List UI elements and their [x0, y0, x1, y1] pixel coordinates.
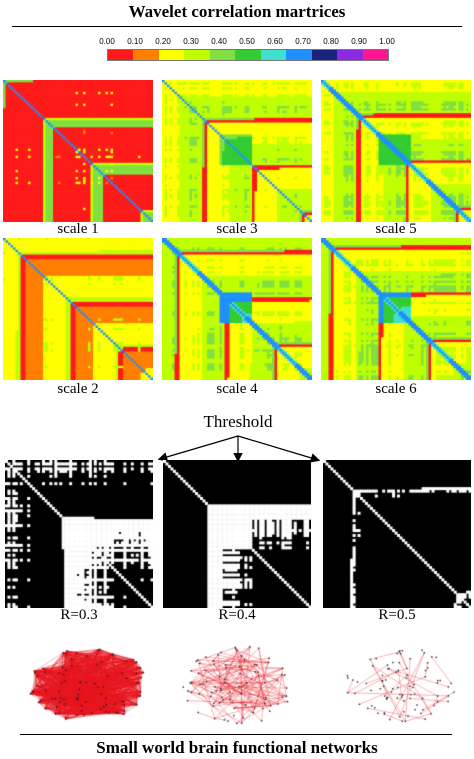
matrix-caption: scale 3	[216, 221, 258, 237]
correlation-matrix-scale-3	[162, 80, 312, 222]
network-graph-r04	[168, 640, 308, 730]
binary-matrix-r05	[323, 460, 471, 608]
colorbar-tick: 0.60	[267, 37, 283, 46]
correlation-matrix-scale-1	[3, 80, 153, 222]
matrix-caption: scale 4	[216, 381, 258, 397]
correlation-matrix-scale-2	[3, 238, 153, 380]
binary-matrix-r03	[5, 460, 153, 608]
matrix-caption: scale 2	[57, 381, 99, 397]
arrow-left	[157, 435, 239, 462]
threshold-r-label: R=0.5	[378, 607, 416, 623]
matrix-caption: scale 5	[375, 221, 417, 237]
correlation-matrix-scale-6	[321, 238, 471, 380]
network-graph-r03	[18, 640, 158, 730]
threshold-arrows	[157, 435, 321, 463]
figure-title: Wavelet correlation martrices	[128, 2, 346, 21]
colorbar-tick: 0.40	[211, 37, 227, 46]
colorbar-tick: 0.70	[295, 37, 311, 46]
matrix-caption: scale 6	[375, 381, 417, 397]
matrix-caption: scale 1	[57, 221, 99, 237]
threshold-r-label: R=0.3	[60, 607, 98, 623]
binary-matrix-r04	[163, 460, 311, 608]
figure-bottom-title: Small world brain functional networks	[96, 738, 378, 757]
colorbar-tick: 0.30	[183, 37, 199, 46]
colorbar-tick: 0.50	[239, 37, 255, 46]
bottom-divider	[20, 734, 452, 735]
threshold-r-label: R=0.4	[218, 607, 256, 623]
colorbar	[107, 49, 389, 61]
top-divider	[12, 26, 462, 27]
colorbar-tick: 0.20	[155, 37, 171, 46]
colorbar-tick: 0.80	[323, 37, 339, 46]
correlation-matrix-scale-5	[321, 80, 471, 222]
colorbar-ticks: 0.00 0.10 0.20 0.30 0.40 0.50 0.60 0.70 …	[0, 0, 474, 60]
colorbar-tick: 0.10	[127, 37, 143, 46]
colorbar-tick: 0.00	[99, 37, 115, 46]
colorbar-tick: 1.00	[379, 37, 395, 46]
arrow-right	[237, 435, 321, 463]
colorbar-tick: 0.90	[351, 37, 367, 46]
correlation-matrix-scale-4	[162, 238, 312, 380]
threshold-label: Threshold	[203, 412, 273, 431]
network-graph-r05	[330, 640, 470, 730]
